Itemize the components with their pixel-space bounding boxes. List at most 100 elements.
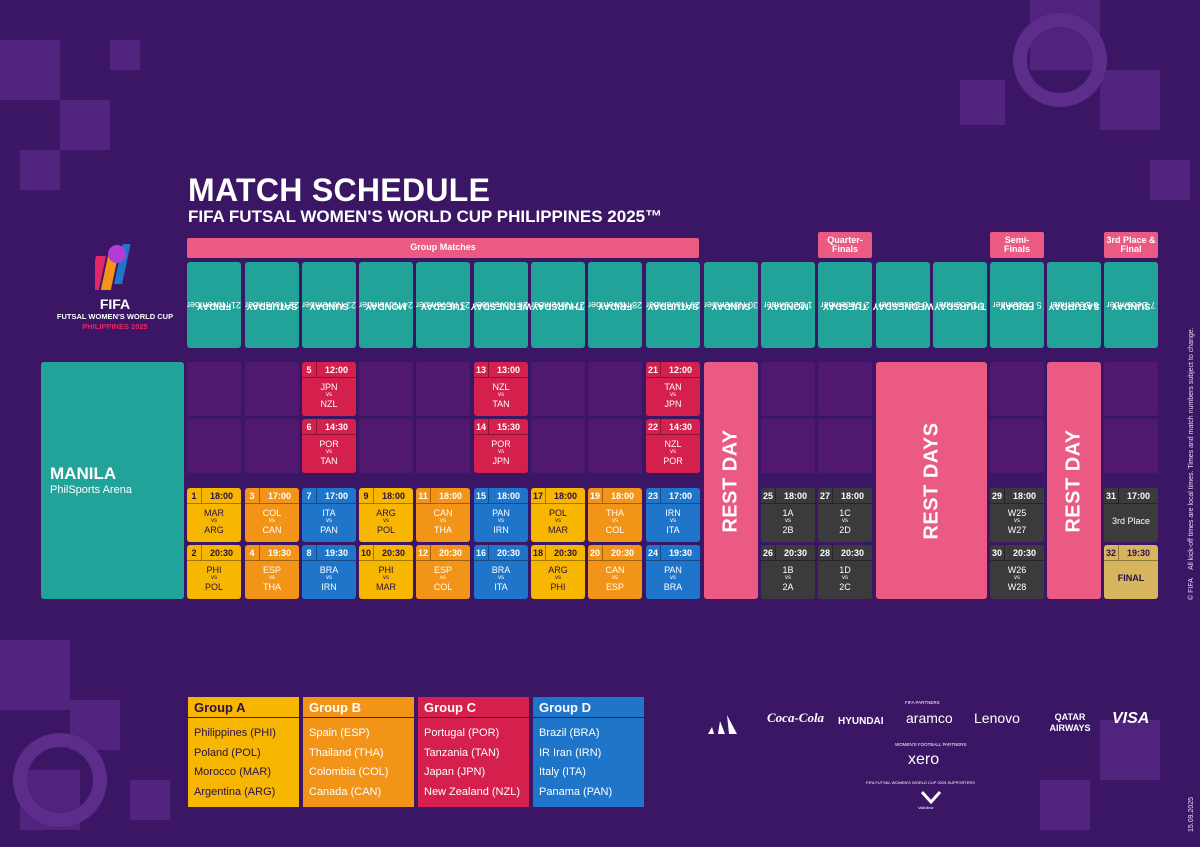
match-cell[interactable]: 28 20:30 1D vs 2C xyxy=(818,545,872,599)
match-cell[interactable]: 13 13:00 NZL vs TAN xyxy=(474,362,528,416)
match-cell[interactable]: 17 18:00 POL vs MAR xyxy=(531,488,585,542)
match-header: 27 18:00 xyxy=(818,488,872,504)
match-cell[interactable]: 16 20:30 BRA vs ITA xyxy=(474,545,528,599)
away-team: PHI xyxy=(550,582,566,592)
match-header: 4 19:30 xyxy=(245,545,299,561)
match-time: 19:30 xyxy=(668,547,693,558)
match-cell[interactable]: 12 20:30 ESP vs COL xyxy=(416,545,470,599)
match-time: 15:30 xyxy=(496,421,521,432)
match-cell[interactable]: 9 18:00 ARG vs POL xyxy=(359,488,413,542)
match-time: 20:30 xyxy=(1012,547,1037,558)
vs-label: vs xyxy=(211,575,217,581)
vs-label: vs xyxy=(326,392,332,398)
away-team: ARG xyxy=(204,525,224,535)
match-body: 1C vs 2D xyxy=(818,504,872,535)
match-time: 12:00 xyxy=(324,364,349,375)
match-number: 20 xyxy=(588,545,603,560)
group-box: Group C Portugal (POR) Tanzania (TAN) Japan… xyxy=(418,697,529,807)
match-time: 18:00 xyxy=(783,490,808,501)
home-team: BRA xyxy=(491,565,511,575)
match-header: 20 20:30 xyxy=(588,545,642,561)
away-team: ITA xyxy=(666,525,680,535)
match-body: PAN vs BRA xyxy=(646,561,700,592)
group-team-list: Portugal (POR) Tanzania (TAN) Japan (JPN) N… xyxy=(418,718,529,807)
grid-cell xyxy=(187,362,241,416)
match-cell[interactable]: 15 18:00 PAN vs IRN xyxy=(474,488,528,542)
match-number: 31 xyxy=(1104,488,1119,503)
match-time: 18:00 xyxy=(1012,490,1037,501)
match-body: 1B vs 2A xyxy=(761,561,815,592)
match-cell[interactable]: 1 18:00 MAR vs ARG xyxy=(187,488,241,542)
day-date: 28 November xyxy=(587,300,643,311)
day-header-16: SUNDAY 7 December xyxy=(1104,262,1158,348)
match-number: 12 xyxy=(416,545,431,560)
phase-group-matches: Group Matches xyxy=(187,238,699,258)
grid-cell xyxy=(990,362,1044,416)
day-header-6: THURSDAY 27 November xyxy=(531,262,585,348)
match-cell[interactable]: 31 17:00 3rd Place xyxy=(1104,488,1158,542)
match-cell[interactable]: 24 19:30 PAN vs BRA xyxy=(646,545,700,599)
match-number: 15 xyxy=(474,488,489,503)
grid-cell xyxy=(531,419,585,473)
match-header: 17 18:00 xyxy=(531,488,585,504)
match-header: 32 19:30 xyxy=(1104,545,1158,561)
match-cell[interactable]: 5 12:00 JPN vs NZL xyxy=(302,362,356,416)
vs-label: vs xyxy=(383,575,389,581)
match-cell[interactable]: 29 18:00 W25 vs W27 xyxy=(990,488,1044,542)
match-cell[interactable]: 23 17:00 IRN vs ITA xyxy=(646,488,700,542)
group-title: Group C xyxy=(418,697,529,717)
away-team: POL xyxy=(376,525,395,535)
home-team: POR xyxy=(319,439,339,449)
match-number: 25 xyxy=(761,488,776,503)
match-cell[interactable]: 27 18:00 1C vs 2D xyxy=(818,488,872,542)
match-cell[interactable]: 25 18:00 1A vs 2B xyxy=(761,488,815,542)
group-team: Argentina (ARG) xyxy=(194,785,276,798)
match-cell[interactable]: 14 15:30 POR vs JPN xyxy=(474,419,528,473)
grid-cell xyxy=(761,419,815,473)
match-cell[interactable]: 11 18:00 CAN vs THA xyxy=(416,488,470,542)
vs-label: vs xyxy=(785,575,791,581)
match-body: W25 vs W27 xyxy=(990,504,1044,535)
away-team: CAN xyxy=(262,525,282,535)
match-body: ARG vs POL xyxy=(359,504,413,535)
match-cell[interactable]: 4 19:30 ESP vs THA xyxy=(245,545,299,599)
match-header: 2 20:30 xyxy=(187,545,241,561)
away-team: TAN xyxy=(320,456,338,466)
away-team: BRA xyxy=(663,582,683,592)
vs-label: vs xyxy=(383,518,389,524)
match-number: 16 xyxy=(474,545,489,560)
away-team: W27 xyxy=(1007,525,1027,535)
sponsor-hyundai: HYUNDAI xyxy=(838,716,884,727)
match-time: 20:30 xyxy=(610,547,635,558)
match-time: 17:00 xyxy=(1126,490,1151,501)
home-team: PAN xyxy=(492,508,510,518)
match-cell[interactable]: 2 20:30 PHI vs POL xyxy=(187,545,241,599)
match-cell[interactable]: 3 17:00 COL vs CAN xyxy=(245,488,299,542)
match-cell[interactable]: 26 20:30 1B vs 2A xyxy=(761,545,815,599)
match-cell[interactable]: 7 17:00 ITA vs PAN xyxy=(302,488,356,542)
match-cell[interactable]: 32 19:30 FINAL xyxy=(1104,545,1158,599)
vs-label: vs xyxy=(555,575,561,581)
match-cell[interactable]: 6 14:30 POR vs TAN xyxy=(302,419,356,473)
home-team: THA xyxy=(606,508,624,518)
home-team: POL xyxy=(548,508,567,518)
match-cell[interactable]: 21 12:00 TAN vs JPN xyxy=(646,362,700,416)
vs-label: vs xyxy=(670,392,676,398)
match-cell[interactable]: 30 20:30 W26 vs W28 xyxy=(990,545,1044,599)
away-team: 2C xyxy=(839,582,851,592)
day-date: 5 December xyxy=(992,300,1042,311)
match-cell[interactable]: 18 20:30 ARG vs PHI xyxy=(531,545,585,599)
match-cell[interactable]: 19 18:00 THA vs COL xyxy=(588,488,642,542)
match-body: THA vs COL xyxy=(588,504,642,535)
day-date: 29 November xyxy=(645,300,701,311)
home-team: JPN xyxy=(320,382,338,392)
match-cell[interactable]: 22 14:30 NZL vs POR xyxy=(646,419,700,473)
match-header: 18 20:30 xyxy=(531,545,585,561)
match-cell[interactable]: 10 20:30 PHI vs MAR xyxy=(359,545,413,599)
vs-label: vs xyxy=(269,518,275,524)
match-cell[interactable]: 8 19:30 BRA vs IRN xyxy=(302,545,356,599)
vs-label: vs xyxy=(1014,518,1020,524)
match-cell[interactable]: 20 20:30 CAN vs ESP xyxy=(588,545,642,599)
home-team: ARG xyxy=(548,565,568,575)
match-body: MAR vs ARG xyxy=(187,504,241,535)
